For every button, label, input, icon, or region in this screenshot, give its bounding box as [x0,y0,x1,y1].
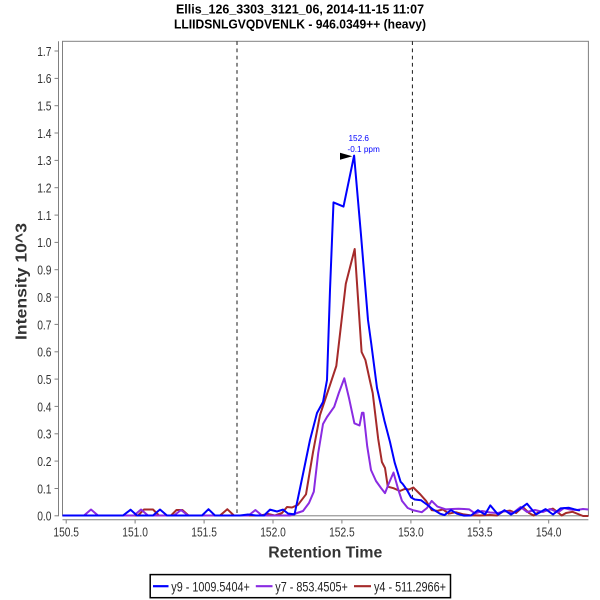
svg-text:0.1: 0.1 [37,481,51,496]
svg-text:151.0: 151.0 [122,524,148,539]
svg-text:152.6: 152.6 [349,134,370,143]
svg-text:150.5: 150.5 [53,524,79,539]
svg-text:1.7: 1.7 [37,44,51,59]
svg-text:1.2: 1.2 [37,181,51,196]
svg-text:1.0: 1.0 [37,235,51,250]
svg-text:y9 - 1009.5404+: y9 - 1009.5404+ [171,579,250,595]
svg-text:0.2: 0.2 [37,454,51,469]
svg-text:0.3: 0.3 [37,427,51,442]
svg-text:0.5: 0.5 [37,372,51,387]
svg-text:y7 - 853.4505+: y7 - 853.4505+ [275,579,348,595]
svg-text:153.0: 153.0 [398,524,424,539]
svg-text:1.3: 1.3 [37,153,51,168]
svg-text:1.1: 1.1 [37,208,51,223]
svg-text:-0.1 ppm: -0.1 ppm [348,145,380,154]
svg-text:1.5: 1.5 [37,99,51,114]
svg-text:0.6: 0.6 [37,345,51,360]
svg-text:0.9: 0.9 [37,263,51,278]
svg-text:1.6: 1.6 [37,71,51,86]
svg-text:Retention Time: Retention Time [268,545,382,562]
svg-text:152.5: 152.5 [329,524,355,539]
svg-text:151.5: 151.5 [191,524,217,539]
svg-text:0.4: 0.4 [37,399,51,414]
svg-text:y4 - 511.2966+: y4 - 511.2966+ [374,579,446,595]
svg-text:Ellis_126_3303_3121_06, 2014-1: Ellis_126_3303_3121_06, 2014-11-15 11:07 [176,3,424,17]
svg-text:LLIIDSNLGVQDVENLK - 946.0349++: LLIIDSNLGVQDVENLK - 946.0349++ (heavy) [174,18,426,32]
svg-text:0.7: 0.7 [37,317,51,332]
svg-text:Intensity 10^3: Intensity 10^3 [14,223,31,340]
svg-text:152.0: 152.0 [260,524,286,539]
svg-text:154.0: 154.0 [536,524,562,539]
svg-text:0.0: 0.0 [37,509,51,524]
svg-text:1.4: 1.4 [37,126,51,141]
svg-text:153.5: 153.5 [467,524,493,539]
svg-text:0.8: 0.8 [37,290,51,305]
